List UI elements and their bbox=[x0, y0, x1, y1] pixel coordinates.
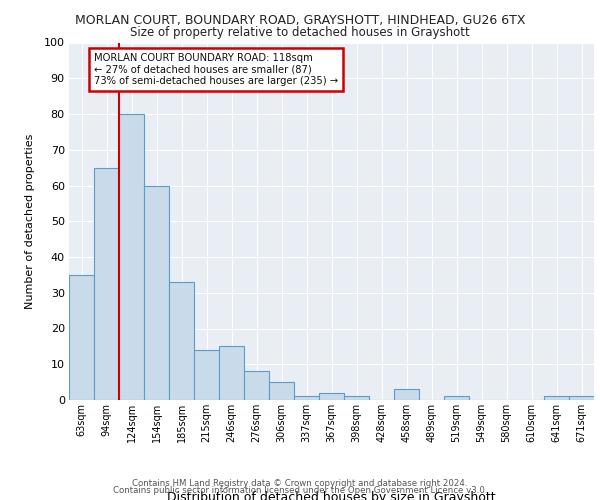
Bar bbox=[144, 186, 169, 400]
Bar bbox=[169, 282, 194, 400]
Bar bbox=[194, 350, 219, 400]
Bar bbox=[394, 390, 419, 400]
Y-axis label: Number of detached properties: Number of detached properties bbox=[25, 134, 35, 309]
Bar bbox=[569, 396, 594, 400]
X-axis label: Distribution of detached houses by size in Grayshott: Distribution of detached houses by size … bbox=[167, 491, 496, 500]
Bar bbox=[69, 275, 94, 400]
Text: Contains HM Land Registry data © Crown copyright and database right 2024.: Contains HM Land Registry data © Crown c… bbox=[132, 478, 468, 488]
Bar bbox=[319, 393, 344, 400]
Bar bbox=[244, 372, 269, 400]
Bar bbox=[294, 396, 319, 400]
Bar bbox=[444, 396, 469, 400]
Text: MORLAN COURT, BOUNDARY ROAD, GRAYSHOTT, HINDHEAD, GU26 6TX: MORLAN COURT, BOUNDARY ROAD, GRAYSHOTT, … bbox=[75, 14, 525, 27]
Bar bbox=[219, 346, 244, 400]
Text: MORLAN COURT BOUNDARY ROAD: 118sqm
← 27% of detached houses are smaller (87)
73%: MORLAN COURT BOUNDARY ROAD: 118sqm ← 27%… bbox=[94, 53, 338, 86]
Bar bbox=[269, 382, 294, 400]
Bar bbox=[119, 114, 144, 400]
Text: Size of property relative to detached houses in Grayshott: Size of property relative to detached ho… bbox=[130, 26, 470, 39]
Bar bbox=[344, 396, 369, 400]
Text: Contains public sector information licensed under the Open Government Licence v3: Contains public sector information licen… bbox=[113, 486, 487, 495]
Bar bbox=[544, 396, 569, 400]
Bar bbox=[94, 168, 119, 400]
